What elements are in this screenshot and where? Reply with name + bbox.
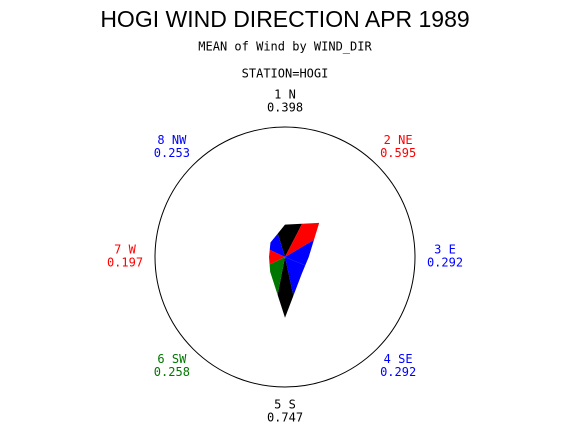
outer-circle: [154, 126, 416, 388]
value-label: 0.398: [267, 101, 303, 115]
star-segment: [269, 257, 285, 295]
direction-label: 8 NW: [157, 133, 187, 147]
direction-label: 5 S: [274, 398, 296, 412]
chart-title: HOGI WIND DIRECTION APR 1989: [100, 6, 469, 32]
value-label: 0.292: [380, 365, 416, 379]
value-label: 0.258: [154, 365, 190, 379]
star-segment: [285, 239, 314, 266]
chart-subtitle: MEAN of Wind by WIND_DIR: [198, 40, 372, 54]
direction-label: 1 N: [274, 88, 296, 102]
direction-label: 4 SE: [384, 352, 413, 366]
direction-label: 3 E: [434, 243, 456, 257]
star-segment: [268, 249, 285, 265]
star-segment: [277, 257, 294, 318]
value-label: 0.253: [154, 146, 190, 160]
star-segment: [277, 223, 303, 257]
group-label: STATION=HOGI: [242, 67, 329, 81]
star-segment: [285, 222, 320, 257]
star-segment: [285, 257, 306, 296]
value-label: 0.292: [427, 256, 463, 270]
value-label: 0.197: [107, 256, 143, 270]
value-label: 0.747: [267, 411, 303, 425]
direction-label: 6 SW: [157, 352, 187, 366]
star-segment: [269, 233, 285, 257]
direction-label: 7 W: [114, 243, 136, 257]
direction-label: 2 NE: [384, 133, 413, 147]
value-label: 0.595: [380, 146, 416, 160]
